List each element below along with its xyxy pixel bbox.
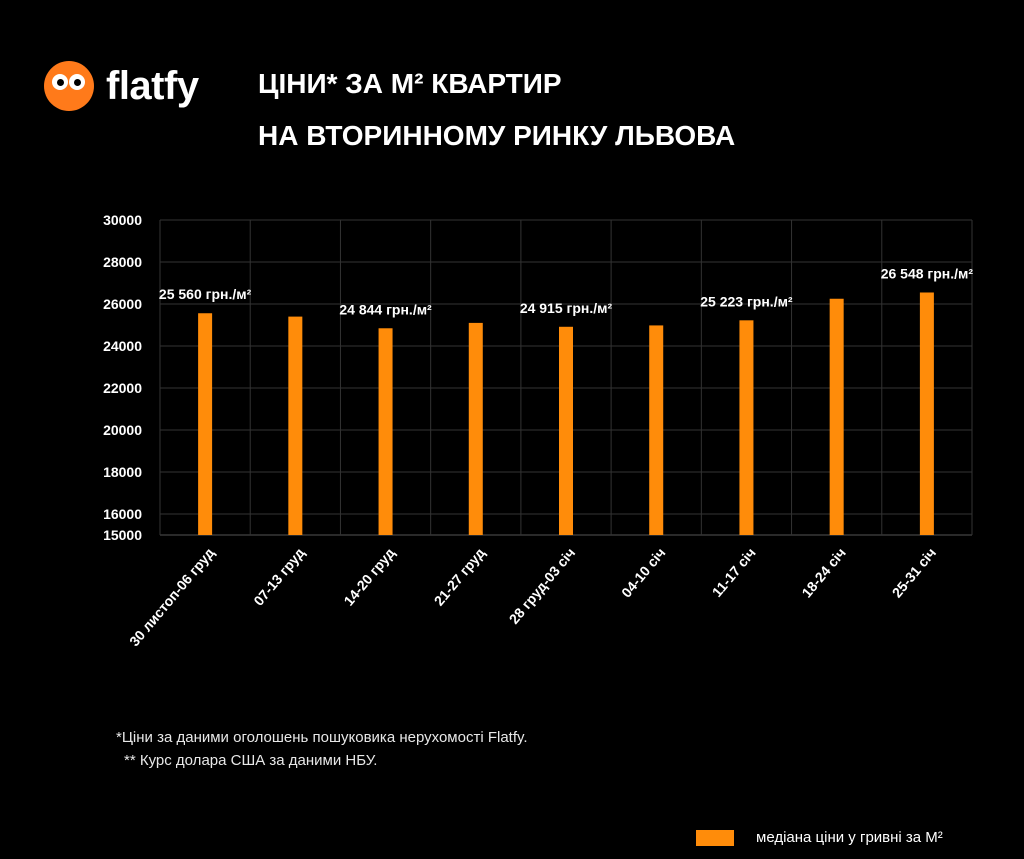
y-tick-label: 30000 bbox=[103, 212, 142, 228]
x-tick-label: 04-10 січ bbox=[618, 545, 669, 601]
y-tick-label: 15000 bbox=[103, 527, 142, 543]
bar bbox=[288, 316, 303, 535]
bar bbox=[559, 326, 573, 535]
x-tick-label: 11-17 січ bbox=[709, 545, 759, 600]
x-tick-label: 28 груд-03 січ bbox=[506, 545, 579, 627]
y-tick-label: 16000 bbox=[103, 506, 142, 522]
data-label: 24 915 грн./м² bbox=[520, 300, 613, 316]
x-tick-label: 30 листоп-06 груд bbox=[126, 545, 217, 650]
bar bbox=[649, 325, 664, 535]
logo-eyes-icon bbox=[44, 61, 94, 111]
flatfy-logo: flatfy bbox=[44, 58, 199, 114]
bar bbox=[829, 298, 844, 535]
legend-label: медіана ціни у гривні за М² bbox=[756, 829, 943, 846]
y-tick-label: 28000 bbox=[103, 254, 142, 270]
bar bbox=[378, 328, 393, 535]
chart-title-line2: НА ВТОРИННОМУ РИНКУ ЛЬВОВА bbox=[258, 120, 736, 151]
x-tick-label: 21-27 груд bbox=[431, 545, 488, 609]
bar bbox=[919, 292, 934, 535]
legend-swatch bbox=[696, 829, 734, 846]
x-tick-label: 25-31 січ bbox=[889, 545, 940, 601]
footnote-exchange-rate: ** Курс долара США за даними НБУ. bbox=[124, 752, 378, 769]
x-tick-label: 18-24 січ bbox=[798, 545, 849, 601]
data-label: 26 548 грн./м² bbox=[881, 265, 974, 281]
bar bbox=[739, 320, 754, 535]
brand-name: flatfy bbox=[106, 63, 199, 108]
y-tick-label: 22000 bbox=[103, 380, 142, 396]
x-tick-label: 07-13 груд bbox=[250, 545, 307, 609]
data-label: 25 560 грн./м² bbox=[159, 286, 252, 302]
y-tick-label: 20000 bbox=[103, 422, 142, 438]
y-tick-label: 26000 bbox=[103, 296, 142, 312]
bar bbox=[198, 313, 213, 535]
y-tick-label: 18000 bbox=[103, 464, 142, 480]
footnote-source: *Ціни за даними оголошень пошуковика нер… bbox=[116, 729, 528, 746]
chart-title-line1: ЦІНИ* ЗА М² КВАРТИР bbox=[258, 68, 562, 99]
data-label: 24 844 грн./м² bbox=[339, 301, 432, 317]
y-tick-label: 24000 bbox=[103, 338, 142, 354]
chart-legend: медіана ціни у гривні за М² bbox=[696, 829, 943, 846]
bar bbox=[468, 322, 483, 535]
x-tick-label: 14-20 груд bbox=[340, 545, 397, 609]
data-label: 25 223 грн./м² bbox=[700, 293, 793, 309]
